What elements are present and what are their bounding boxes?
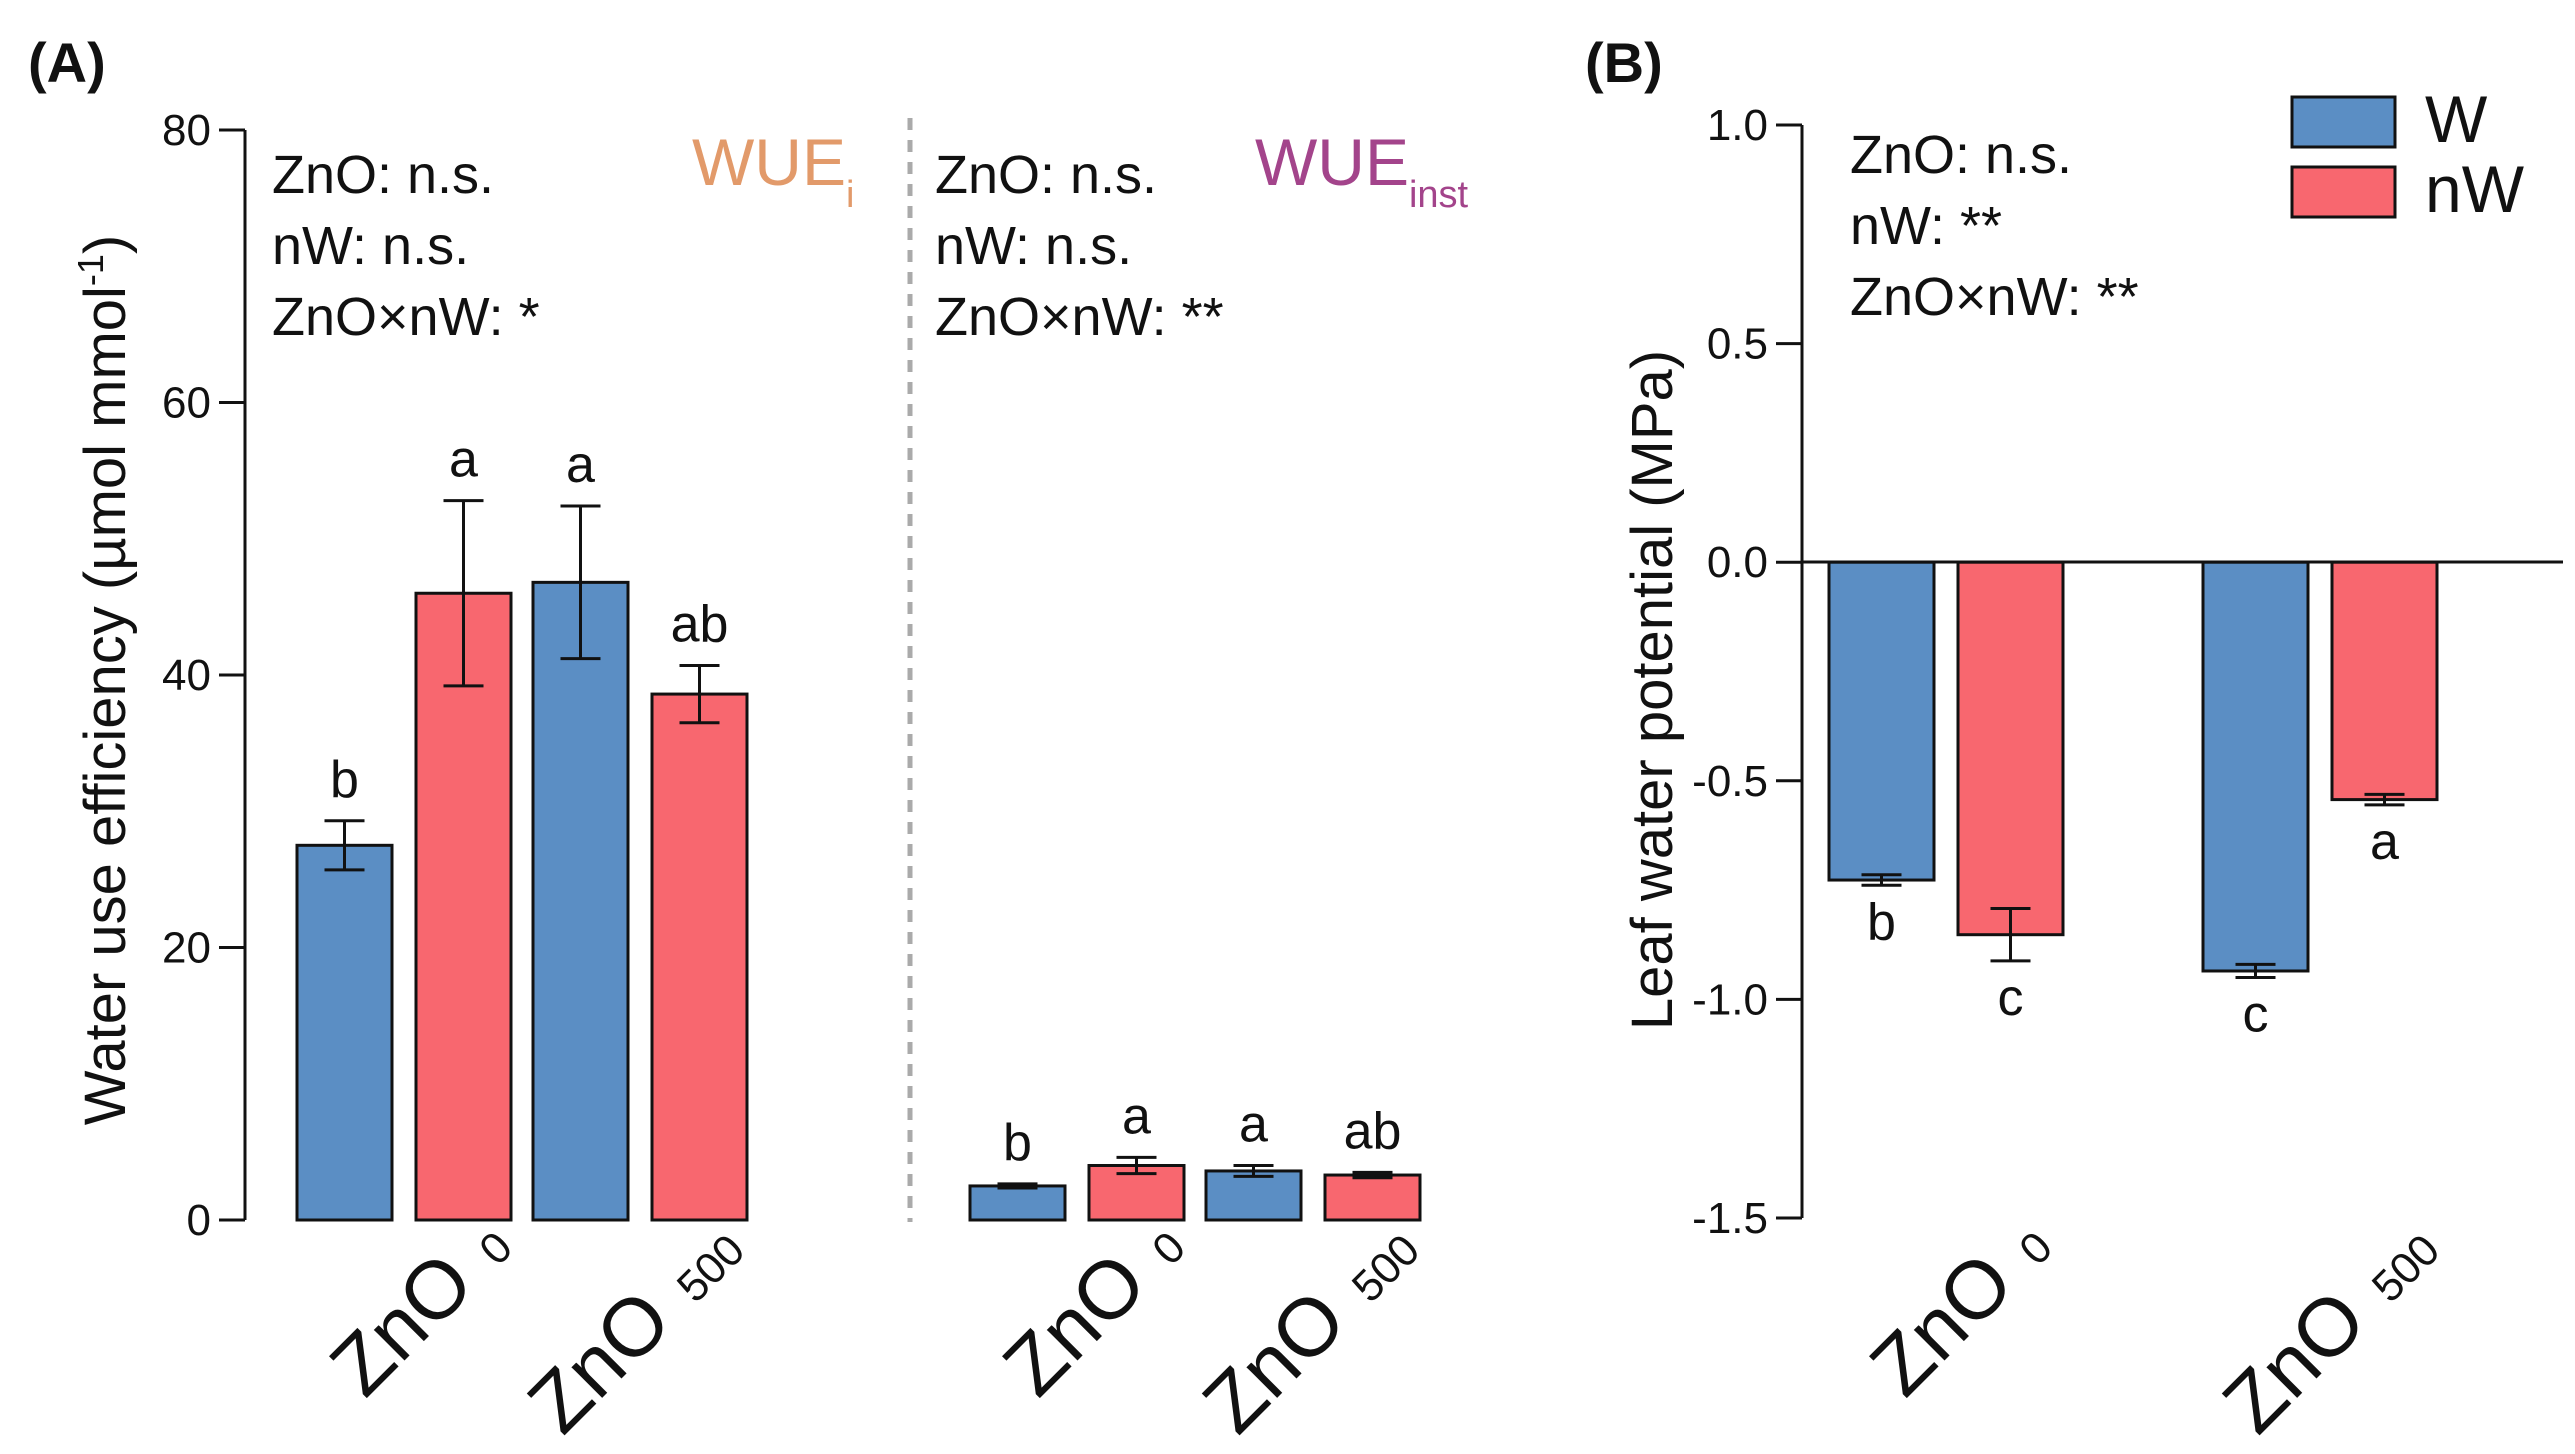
lwp-cat-0-label: ZnO0 [1853, 1198, 2067, 1412]
lwp-bar-nw-0 [1956, 560, 2065, 937]
wuei-bar-w-0 [295, 843, 394, 1222]
panel-a-tick-label-3: 60 [162, 379, 211, 428]
wueinst-cat-1-label: ZnO500 [1186, 1201, 1435, 1450]
panel-a-tick-label-4: 80 [162, 106, 211, 155]
lwp-cat-1-sub: 500 [2363, 1225, 2450, 1312]
wuei-cat-0-sub: 0 [470, 1222, 522, 1274]
panel-b-y-axis: 1.0 0.5 0.0 -0.5 -1.0 -1.5 [1692, 101, 1804, 1243]
lwp-bar-w-0 [1827, 560, 1936, 882]
wuei-bar-w-1 [531, 580, 630, 1222]
panel-b-label: (B) [1585, 31, 1663, 94]
wueinst-cat-0-sub: 0 [1143, 1222, 1195, 1274]
wuei-subpanel: ZnO: n.s. nW: n.s. ZnO×nW: * WUEi baaab … [272, 125, 854, 1450]
wueinst-bar-nw-1 [1323, 1173, 1422, 1222]
wueinst-letter-nw-1: ab [1344, 1102, 1402, 1160]
panel-a-y-axis: 0 20 40 60 80 [162, 106, 247, 1245]
wuei-errorbar-w-1 [560, 504, 601, 661]
wueinst-errorbar-nw-0 [1116, 1155, 1157, 1176]
lwp-bar-nw-1 [2330, 560, 2439, 802]
legend-label-w: W [2425, 82, 2488, 156]
lwp-errorbar-nw-0 [1990, 906, 2031, 963]
lwp-cat-0-main: ZnO [1853, 1236, 2030, 1413]
panel-a-ylabel-close: ) [73, 235, 138, 254]
wuei-cat-0-label: ZnO0 [313, 1198, 527, 1412]
wuei-cat-0-main: ZnO [313, 1236, 490, 1413]
legend-swatch-w [2290, 95, 2397, 149]
lwp-letter-nw-0: c [1998, 969, 2024, 1027]
lwp-errorbar-w-1 [2235, 962, 2276, 980]
panel-b-tick-label-5: -1.5 [1692, 1194, 1768, 1243]
wuei-title: WUEi [692, 125, 854, 216]
legend: W nW [2290, 82, 2525, 226]
wueinst-letter-nw-0: a [1122, 1087, 1151, 1145]
lwp-errorbar-w-0 [1861, 873, 1902, 887]
lwp-cat-1-label: ZnO500 [2206, 1201, 2455, 1450]
wueinst-title-sub: inst [1409, 174, 1469, 216]
lwp-letter-nw-1: a [2370, 813, 2399, 871]
panel-a-ylabel-sup: -1 [70, 254, 111, 286]
panel-b-stat-interaction: ZnO×nW: ** [1850, 267, 2139, 327]
panel-a-y-axis-label: Water use efficiency (µmol mmol-1) [70, 235, 138, 1126]
panel-b-stat-nw: nW: ** [1850, 196, 2002, 256]
wueinst-cat-1-sub: 500 [1343, 1225, 1430, 1312]
wueinst-bar-w-0 [968, 1184, 1067, 1222]
wueinst-stat-nw: nW: n.s. [935, 216, 1132, 276]
lwp-bar-w-1 [2201, 560, 2310, 973]
panel-b-tick-label-0: 1.0 [1707, 101, 1768, 150]
wuei-stat-interaction: ZnO×nW: * [272, 287, 540, 347]
wueinst-cat-0-label: ZnO0 [986, 1198, 1200, 1412]
wuei-stat-zno: ZnO: n.s. [272, 145, 494, 205]
legend-label-nw: nW [2425, 152, 2525, 226]
panel-a-tick-label-2: 40 [162, 651, 211, 700]
lwp-letter-w-0: b [1867, 893, 1896, 951]
panel-b: (B) 1.0 0.5 0.0 -0.5 -1.0 -1.5 Leaf water pot… [1585, 31, 2563, 1450]
panel-a-label: (A) [28, 31, 106, 94]
wueinst-cat-0-main: ZnO [986, 1236, 1163, 1413]
legend-swatch-nw [2290, 165, 2397, 219]
wuei-errorbar-nw-0 [443, 499, 484, 688]
panel-b-y-axis-label: Leaf water potential (MPa) [1620, 350, 1685, 1030]
lwp-cat-0-sub: 0 [2010, 1222, 2062, 1274]
wueinst-title-main: WUE [1255, 125, 1409, 199]
wueinst-letter-w-0: b [1003, 1114, 1032, 1172]
panel-b-tick-label-3: -0.5 [1692, 757, 1768, 806]
wuei-errorbar-nw-1 [679, 663, 720, 725]
wuei-letter-nw-1: ab [671, 595, 729, 653]
wuei-cat-1-main: ZnO [511, 1273, 688, 1450]
wueinst-title: WUEinst [1255, 125, 1469, 216]
wuei-letter-nw-0: a [449, 431, 478, 489]
wueinst-letter-w-1: a [1239, 1096, 1268, 1154]
wuei-errorbar-w-0 [324, 819, 365, 872]
panel-b-tick-label-4: -1.0 [1692, 975, 1768, 1024]
panel-a-tick-label-1: 20 [162, 924, 211, 973]
panel-b-stat-zno: ZnO: n.s. [1850, 125, 2072, 185]
wuei-title-sub: i [846, 174, 854, 216]
wueinst-stat-interaction: ZnO×nW: ** [935, 287, 1224, 347]
panel-a-ylabel-main: Water use efficiency (µmol mmol [73, 286, 138, 1125]
wuei-title-main: WUE [692, 125, 846, 199]
wuei-stat-nw: nW: n.s. [272, 216, 469, 276]
wueinst-errorbar-w-1 [1233, 1164, 1274, 1178]
panel-a-tick-label-0: 0 [187, 1196, 211, 1245]
wuei-cat-1-label: ZnO500 [511, 1201, 760, 1450]
wuei-cat-1-sub: 500 [668, 1225, 755, 1312]
lwp-cat-1-main: ZnO [2206, 1273, 2383, 1450]
wueinst-errorbar-nw-1 [1352, 1170, 1393, 1180]
wueinst-errorbar-w-0 [997, 1182, 1038, 1190]
lwp-letter-w-1: c [2243, 986, 2269, 1044]
lwp-errorbar-nw-1 [2364, 792, 2405, 807]
wueinst-stat-zno: ZnO: n.s. [935, 145, 1157, 205]
wuei-letter-w-1: a [566, 436, 595, 494]
panel-a: (A) 0 20 40 60 80 Water use efficiency (µmol… [28, 31, 1469, 1450]
wuei-bar-nw-1 [650, 692, 749, 1222]
panel-b-tick-label-2: 0.0 [1707, 538, 1768, 587]
wueinst-bar-w-1 [1204, 1169, 1303, 1222]
wuei-letter-w-0: b [330, 751, 359, 809]
wueinst-subpanel: ZnO: n.s. nW: n.s. ZnO×nW: ** WUEinst b a… [935, 125, 1469, 1450]
wueinst-cat-1-main: ZnO [1186, 1273, 1363, 1450]
panel-b-tick-label-1: 0.5 [1707, 320, 1768, 369]
